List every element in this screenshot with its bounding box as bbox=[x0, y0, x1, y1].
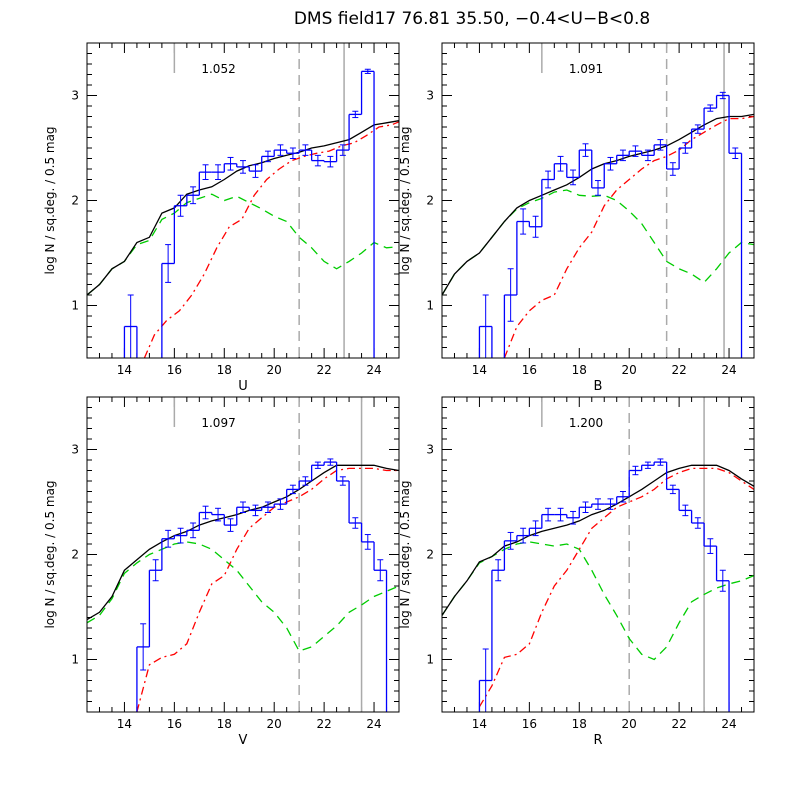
x-axis-label: R bbox=[593, 733, 602, 748]
y-axis-label: log N / sq.deg. / 0.5 mag bbox=[398, 126, 412, 274]
halo-model-curve bbox=[442, 189, 754, 296]
x-tick-label: 18 bbox=[572, 363, 587, 377]
x-tick-label: 20 bbox=[622, 717, 637, 731]
x-tick-label: 24 bbox=[366, 363, 381, 377]
x-tick-label: 24 bbox=[721, 363, 736, 377]
y-tick-label: 2 bbox=[426, 548, 434, 562]
x-tick-label: 14 bbox=[117, 717, 132, 731]
halo-model-curve bbox=[87, 193, 399, 296]
x-tick-label: 20 bbox=[622, 363, 637, 377]
plot-area bbox=[442, 43, 754, 358]
y-tick-label: 3 bbox=[71, 443, 79, 457]
x-tick-label: 14 bbox=[472, 363, 487, 377]
y-tick-label: 1 bbox=[426, 653, 434, 667]
x-tick-label: 20 bbox=[267, 717, 282, 731]
y-axis-label: log N / sq.deg. / 0.5 mag bbox=[43, 126, 57, 274]
x-tick-label: 18 bbox=[217, 717, 232, 731]
x-tick-label: 22 bbox=[671, 717, 686, 731]
y-tick-label: 2 bbox=[426, 194, 434, 208]
x-tick-label: 14 bbox=[117, 363, 132, 377]
panel-annotation: 1.052 bbox=[201, 62, 235, 76]
plot-frame bbox=[86, 396, 400, 713]
plot-area bbox=[442, 397, 754, 712]
total-model-curve bbox=[442, 464, 754, 616]
x-tick-label: 20 bbox=[267, 363, 282, 377]
y-tick-label: 2 bbox=[71, 548, 79, 562]
disk-model-curve bbox=[143, 121, 399, 358]
y-tick-label: 3 bbox=[426, 89, 434, 103]
x-tick-label: 22 bbox=[316, 363, 331, 377]
x-tick-label: 16 bbox=[522, 363, 537, 377]
x-tick-label: 18 bbox=[217, 363, 232, 377]
total-model-curve bbox=[442, 113, 754, 296]
y-tick-label: 1 bbox=[426, 299, 434, 313]
x-axis-label: U bbox=[238, 379, 248, 394]
x-axis-label: V bbox=[239, 733, 248, 748]
y-tick-label: 1 bbox=[71, 299, 79, 313]
y-tick-label: 2 bbox=[71, 194, 79, 208]
plot-frame bbox=[86, 42, 400, 359]
disk-model-curve bbox=[478, 467, 754, 708]
plot-area bbox=[87, 43, 399, 358]
y-tick-label: 3 bbox=[426, 443, 434, 457]
x-tick-label: 16 bbox=[522, 717, 537, 731]
x-tick-label: 16 bbox=[167, 717, 182, 731]
x-tick-label: 14 bbox=[472, 717, 487, 731]
x-axis-label: B bbox=[594, 379, 603, 394]
x-tick-label: 24 bbox=[366, 717, 381, 731]
disk-model-curve bbox=[136, 467, 399, 712]
y-axis-label: log N / sq.deg. / 0.5 mag bbox=[398, 480, 412, 628]
total-model-curve bbox=[87, 464, 399, 621]
plot-frame bbox=[441, 396, 755, 713]
x-tick-label: 22 bbox=[671, 363, 686, 377]
panel-annotation: 1.097 bbox=[201, 416, 235, 430]
plot-area bbox=[87, 397, 399, 712]
x-tick-label: 16 bbox=[167, 363, 182, 377]
y-tick-label: 3 bbox=[71, 89, 79, 103]
y-tick-label: 1 bbox=[71, 653, 79, 667]
plot-frame bbox=[441, 42, 755, 359]
panel-annotation: 1.200 bbox=[569, 416, 603, 430]
y-axis-label: log N / sq.deg. / 0.5 mag bbox=[43, 480, 57, 628]
total-model-curve bbox=[87, 120, 399, 296]
x-tick-label: 22 bbox=[316, 717, 331, 731]
panel-annotation: 1.091 bbox=[569, 62, 603, 76]
x-tick-label: 24 bbox=[721, 717, 736, 731]
figure-title: DMS field17 76.81 35.50, −0.4<U−B<0.8 bbox=[294, 9, 650, 29]
x-tick-label: 18 bbox=[572, 717, 587, 731]
halo-model-curve bbox=[442, 541, 754, 661]
halo-model-curve bbox=[87, 541, 399, 652]
disk-model-curve bbox=[503, 115, 754, 358]
